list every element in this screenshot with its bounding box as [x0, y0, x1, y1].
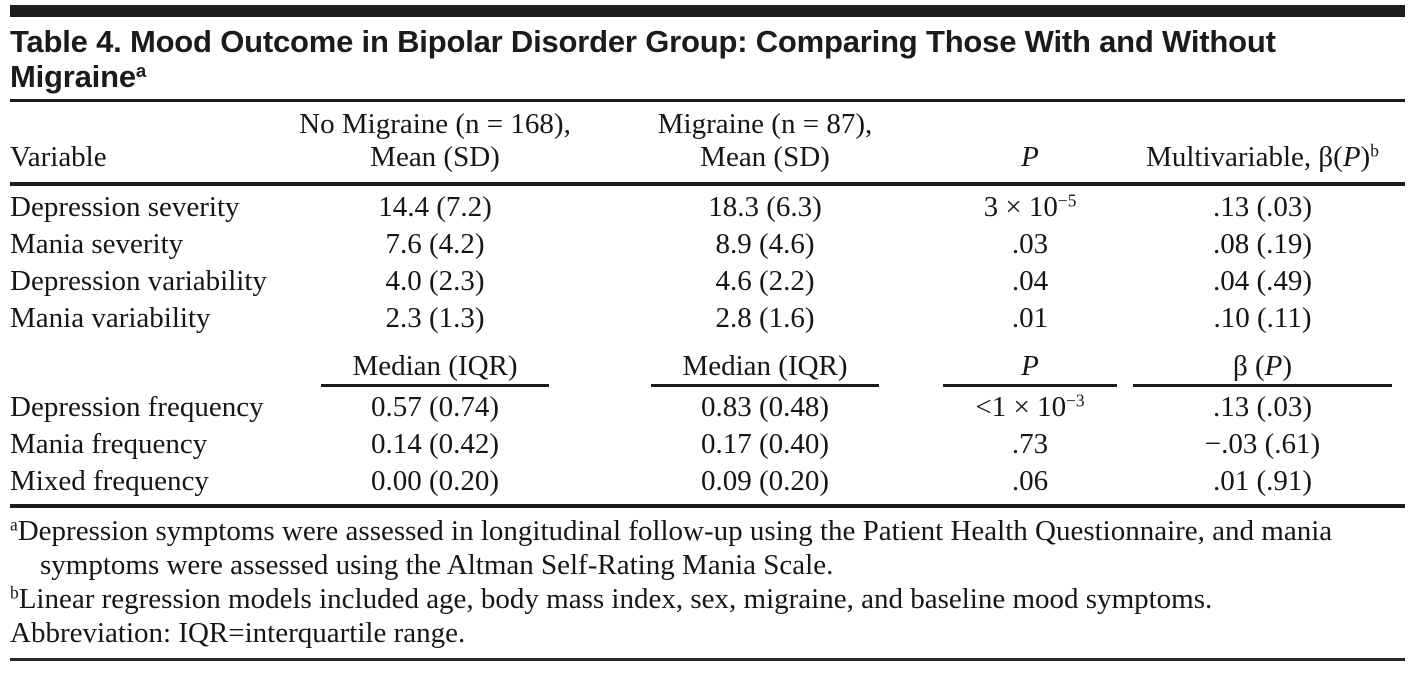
footnote-a-marker: a	[10, 514, 18, 535]
header-variable: Variable	[10, 102, 280, 186]
row-label: Depression frequency	[10, 391, 264, 423]
subheader-beta: β (P)	[1120, 337, 1405, 389]
data-cell: 7.6 (4.2)	[385, 228, 485, 260]
row-label: Depression variability	[10, 265, 267, 297]
value-base: <1 × 10	[975, 391, 1067, 423]
data-cell: 4.6 (2.2)	[715, 265, 815, 297]
data-cell: −.03 (.61)	[1204, 428, 1321, 460]
subheader-p: P	[940, 337, 1120, 389]
table-body-median-iqr: Depression frequency 0.57 (0.74) 0.83 (0.4…	[10, 389, 1405, 508]
table-row: Depression variability 4.0 (2.3) 4.6 (2.2)…	[10, 263, 1405, 300]
footnote-a: aDepression symptoms were assessed in lo…	[10, 514, 1333, 581]
subheader-row: Median (IQR) Median (IQR) P β (P)	[10, 337, 1405, 389]
table-row: Depression frequency 0.57 (0.74) 0.83 (0.4…	[10, 389, 1405, 426]
table-title-line1: Table 4. Mood Outcome in Bipolar Disorde…	[10, 24, 1276, 59]
data-cell: 3 × 10−5	[940, 184, 1120, 226]
data-cell: .13 (.03)	[1212, 191, 1313, 223]
footnote-abbreviation: Abbreviation: IQR=interquartile range.	[10, 617, 466, 649]
table-title: Table 4. Mood Outcome in Bipolar Disorde…	[10, 24, 1405, 102]
data-cell: 0.09 (0.20)	[590, 463, 940, 508]
data-cell: .08 (.19)	[1212, 228, 1313, 260]
value-exponent: −3	[1066, 390, 1085, 411]
value-exponent: −5	[1057, 190, 1077, 211]
header-p-value: P	[940, 102, 1120, 186]
row-label: Mania frequency	[10, 428, 208, 460]
data-cell: .10 (.11)	[1213, 302, 1312, 334]
data-cell: .01	[1011, 302, 1049, 334]
table-top-border-bar	[10, 5, 1405, 17]
row-label: Mixed frequency	[10, 463, 280, 508]
table-body-mean-sd: Depression severity 14.4 (7.2) 18.3 (6.3) 3…	[10, 184, 1405, 337]
data-cell: 18.3 (6.3)	[708, 191, 822, 223]
footnote-b-marker: b	[10, 582, 19, 603]
table-row: Mania frequency 0.14 (0.42) 0.17 (0.40) .73…	[10, 426, 1405, 463]
footnote-b: bLinear regression models included age, …	[10, 582, 1213, 615]
data-cell: 0.83 (0.48)	[700, 391, 830, 423]
data-cell: .06	[940, 463, 1120, 508]
data-cell: 2.8 (1.6)	[715, 302, 815, 334]
table-row: Depression severity 14.4 (7.2) 18.3 (6.3) 3…	[10, 184, 1405, 226]
table-footnotes: aDepression symptoms were assessed in lo…	[10, 514, 1405, 661]
table-row: Mania variability 2.3 (1.3) 2.8 (1.6) .01 .1…	[10, 300, 1405, 337]
subheader-median-migraine: Median (IQR)	[590, 337, 940, 389]
data-cell: .04 (.49)	[1212, 265, 1313, 297]
data-cell: .73	[1011, 428, 1049, 460]
header-multivariable: Multivariable, β(P)b	[1120, 102, 1405, 186]
data-cell: .03	[1011, 228, 1049, 260]
data-cell: 14.4 (7.2)	[378, 191, 492, 223]
table-subheader: Median (IQR) Median (IQR) P β (P)	[10, 337, 1405, 389]
data-cell: <1 × 10−3	[940, 389, 1120, 426]
header-migraine: Migraine (n = 87), Mean (SD)	[590, 102, 940, 186]
data-cell: 0.57 (0.74)	[370, 391, 500, 423]
row-label: Mania severity	[10, 228, 184, 260]
table-row: Mixed frequency 0.00 (0.20) 0.09 (0.20) .06…	[10, 463, 1405, 508]
data-cell: .01 (.91)	[1120, 463, 1405, 508]
title-footnote-marker: a	[135, 59, 147, 81]
multivariable-footnote-marker: b	[1370, 140, 1379, 161]
table-header: Variable No Migraine (n = 168), Mean (SD…	[10, 102, 1405, 186]
subheader-median-no-migraine: Median (IQR)	[280, 337, 590, 389]
table-title-line2: Migrainea	[10, 59, 147, 94]
header-no-migraine: No Migraine (n = 168), Mean (SD)	[280, 102, 590, 186]
subheader-empty	[10, 337, 280, 389]
data-cell: 8.9 (4.6)	[715, 228, 815, 260]
row-label: Depression severity	[10, 191, 240, 223]
value-base: 3 × 10	[983, 191, 1058, 223]
data-cell: 0.17 (0.40)	[700, 428, 830, 460]
data-cell: .13 (.03)	[1212, 391, 1313, 423]
mood-outcome-table: Variable No Migraine (n = 168), Mean (SD…	[10, 102, 1405, 508]
data-cell: 4.0 (2.3)	[385, 265, 485, 297]
data-cell: .04	[1011, 265, 1049, 297]
data-cell: 2.3 (1.3)	[385, 302, 485, 334]
data-cell: 0.00 (0.20)	[280, 463, 590, 508]
header-row: Variable No Migraine (n = 168), Mean (SD…	[10, 102, 1405, 186]
data-cell: 0.14 (0.42)	[370, 428, 500, 460]
table-row: Mania severity 7.6 (4.2) 8.9 (4.6) .03 .08 (…	[10, 226, 1405, 263]
row-label: Mania variability	[10, 302, 211, 334]
